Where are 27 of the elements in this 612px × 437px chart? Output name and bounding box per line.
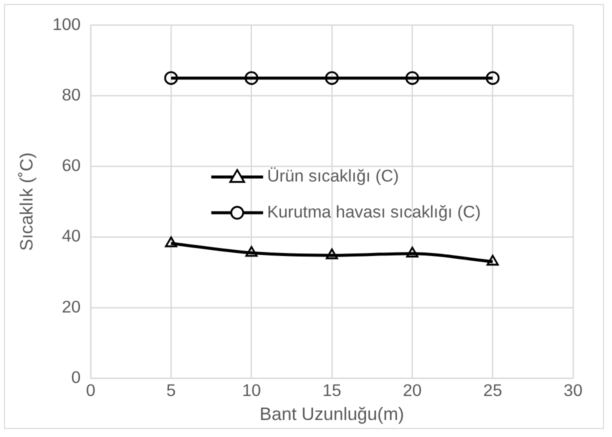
y-tick-label: 0 [71,368,81,387]
point [486,254,499,266]
point [245,246,258,257]
point [165,236,178,248]
y-tick-label: 40 [62,226,81,246]
point [405,71,420,85]
x-tick-label: 5 [166,381,176,400]
point [406,246,418,258]
x-tick-label: 10 [242,381,261,400]
y-axis-title: Sıcaklık (˚C) [16,152,37,251]
y-tick-label: 100 [52,14,81,34]
x-tick-label: 30 [564,381,583,400]
point [325,71,339,85]
point [164,71,178,85]
point [486,71,500,85]
legend-label: Kurutma havası sıcaklığı (C) [267,202,481,222]
x-tick-label: 0 [86,381,96,400]
y-tick-label: 60 [62,156,81,176]
point [326,248,338,260]
point [244,71,258,85]
x-tick-label: 15 [322,381,342,400]
x-axis-title: Bant Uzunluğu(m) [260,404,404,424]
y-tick-label: 20 [62,297,81,316]
x-tick-label: 25 [483,381,502,400]
y-tick-label: 80 [62,85,81,104]
x-tick-label: 20 [402,381,422,400]
legend-label: Ürün sıcaklığı (C) [267,166,399,186]
